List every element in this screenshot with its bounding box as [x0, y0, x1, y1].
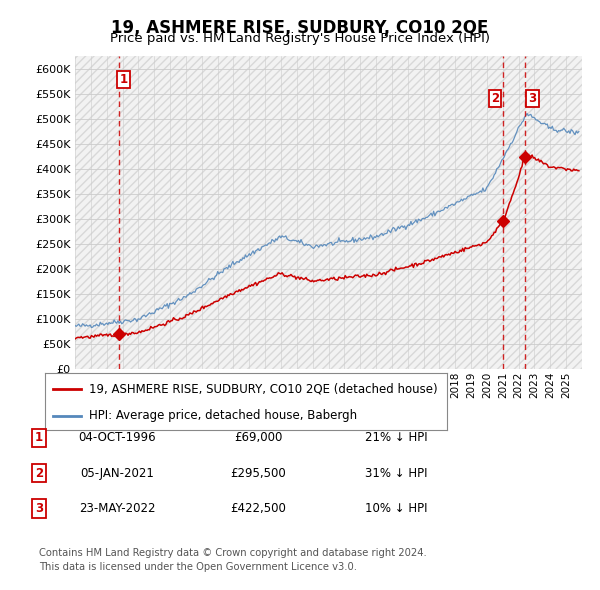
- Text: 2: 2: [35, 467, 43, 480]
- Text: Price paid vs. HM Land Registry's House Price Index (HPI): Price paid vs. HM Land Registry's House …: [110, 32, 490, 45]
- Text: 1: 1: [119, 73, 127, 86]
- Text: 19, ASHMERE RISE, SUDBURY, CO10 2QE: 19, ASHMERE RISE, SUDBURY, CO10 2QE: [112, 19, 488, 38]
- Text: £422,500: £422,500: [230, 502, 286, 515]
- Text: 04-OCT-1996: 04-OCT-1996: [78, 431, 156, 444]
- Text: £295,500: £295,500: [230, 467, 286, 480]
- Text: 21% ↓ HPI: 21% ↓ HPI: [365, 431, 427, 444]
- Text: 23-MAY-2022: 23-MAY-2022: [79, 502, 155, 515]
- Text: 31% ↓ HPI: 31% ↓ HPI: [365, 467, 427, 480]
- Text: 3: 3: [35, 502, 43, 515]
- Text: 05-JAN-2021: 05-JAN-2021: [80, 467, 154, 480]
- Text: 2: 2: [491, 92, 499, 105]
- Text: 1: 1: [35, 431, 43, 444]
- Text: 10% ↓ HPI: 10% ↓ HPI: [365, 502, 427, 515]
- Text: 19, ASHMERE RISE, SUDBURY, CO10 2QE (detached house): 19, ASHMERE RISE, SUDBURY, CO10 2QE (det…: [89, 383, 438, 396]
- Text: HPI: Average price, detached house, Babergh: HPI: Average price, detached house, Babe…: [89, 409, 358, 422]
- Text: £69,000: £69,000: [234, 431, 282, 444]
- Text: 3: 3: [529, 92, 536, 105]
- Text: Contains HM Land Registry data © Crown copyright and database right 2024.
This d: Contains HM Land Registry data © Crown c…: [39, 548, 427, 572]
